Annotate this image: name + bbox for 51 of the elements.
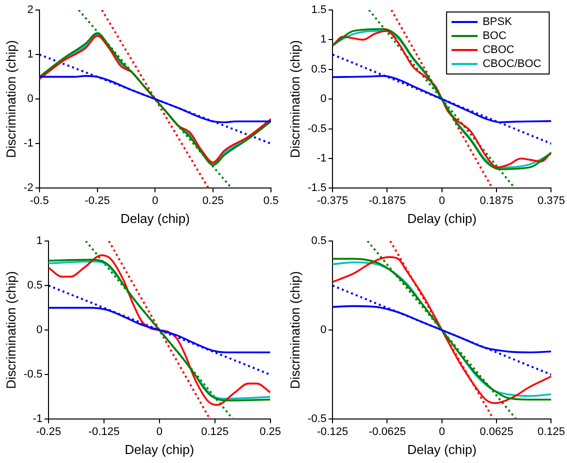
y-tick-label: 0.5 [311, 235, 327, 248]
x-tick-label: -0.0625 [368, 426, 406, 438]
x-axis-title: Delay (chip) [124, 442, 194, 457]
legend-label: CBOC/BOC [482, 58, 542, 70]
x-tick-label: -0.125 [88, 426, 120, 438]
y-tick-label: -1 [24, 138, 34, 150]
x-axis-title: Delay (chip) [120, 210, 190, 226]
y-tick-label: 1 [27, 48, 34, 61]
x-tick-label: 0.1875 [480, 194, 514, 207]
legend-label: BPSK [482, 16, 513, 28]
y-axis-title: Discrimination (chip) [287, 40, 302, 158]
legend-label: BOC [482, 30, 506, 42]
x-tick-label: -0.25 [84, 194, 110, 207]
x-tick-label: -0.375 [316, 194, 348, 207]
x-tick-label: 0.375 [537, 194, 565, 207]
y-tick-label: 1 [36, 235, 43, 248]
x-axis-title: Delay (chip) [407, 210, 477, 226]
x-tick-label: -0.25 [36, 426, 62, 438]
y-tick-label: -0.5 [24, 368, 43, 381]
x-axis-title: Delay (chip) [407, 442, 477, 457]
y-tick-label: 0.5 [311, 63, 327, 76]
y-tick-label: 0 [27, 93, 34, 106]
y-tick-label: 0 [320, 93, 327, 106]
x-tick-label: 0.0625 [480, 426, 514, 438]
x-tick-label: 0.125 [537, 426, 565, 438]
x-tick-label: 0 [152, 194, 158, 207]
y-tick-label: 1 [320, 34, 327, 46]
x-tick-label: 0 [438, 194, 445, 207]
y-tick-label: 2 [27, 4, 34, 16]
x-tick-label: 0.125 [201, 426, 229, 438]
x-tick-label: -0.1875 [368, 194, 406, 207]
y-axis-title: Discrimination (chip) [3, 271, 18, 389]
y-tick-label: 0 [320, 324, 327, 336]
x-tick-label: 0 [156, 426, 162, 438]
legend-label: CBOC [482, 44, 514, 56]
y-tick-label: -1.5 [308, 182, 327, 194]
y-tick-label: -0.5 [308, 122, 327, 135]
x-tick-label: 0 [438, 426, 445, 438]
y-tick-label: -2 [24, 182, 34, 194]
y-tick-label: -1 [32, 413, 43, 426]
y-axis-title: Discrimination (chip) [287, 271, 302, 389]
y-tick-label: 1.5 [311, 4, 327, 16]
y-tick-label: 0.5 [27, 280, 43, 292]
y-tick-label: -0.5 [308, 413, 327, 426]
y-axis-title: Discrimination (chip) [3, 40, 18, 158]
x-tick-label: 0.25 [260, 426, 282, 438]
x-tick-label: 0.5 [263, 194, 279, 207]
x-tick-label: 0.25 [202, 194, 224, 207]
x-tick-label: -0.125 [316, 426, 348, 438]
y-tick-label: 0 [36, 324, 43, 336]
y-tick-label: -1 [316, 152, 327, 165]
